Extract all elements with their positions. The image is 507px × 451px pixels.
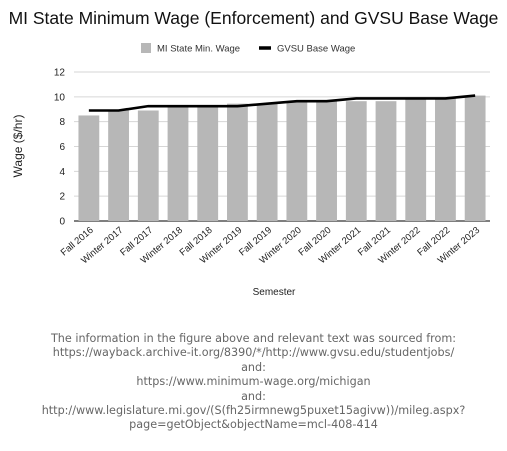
- y-tick-label: 12: [54, 68, 66, 79]
- bar: [376, 101, 397, 221]
- y-tick-label: 2: [59, 192, 65, 203]
- bar: [286, 101, 307, 221]
- y-axis-ticks: 0 2 4 6 8 10 12: [54, 68, 66, 228]
- y-axis-label: Wage ($/hr): [11, 115, 25, 178]
- gridlines: [74, 72, 490, 221]
- source-line: and:: [0, 361, 507, 375]
- bar-series: [78, 96, 485, 221]
- bar: [78, 115, 99, 221]
- source-line: https://www.minimum-wage.org/michigan: [0, 375, 507, 389]
- source-line: page=getObject&objectName=mcl-408-414: [0, 418, 507, 432]
- bar: [346, 101, 367, 221]
- bar: [405, 98, 426, 221]
- bar: [138, 110, 159, 221]
- bar: [435, 98, 456, 221]
- y-tick-label: 6: [59, 142, 65, 153]
- bar: [197, 106, 218, 221]
- bar: [108, 110, 129, 221]
- y-tick-label: 0: [59, 217, 65, 228]
- bar: [168, 106, 189, 221]
- source-line: The information in the figure above and …: [0, 332, 507, 346]
- y-tick-label: 8: [59, 117, 65, 128]
- legend-label-gvsu-wage: GVSU Base Wage: [277, 44, 355, 55]
- legend: MI State Min. Wage GVSU Base Wage: [141, 43, 355, 55]
- y-tick-label: 10: [54, 92, 66, 103]
- source-line: and:: [0, 390, 507, 404]
- bar: [316, 101, 337, 221]
- source-line: https://wayback.archive-it.org/8390/*/ht…: [0, 346, 507, 360]
- bar: [227, 104, 248, 221]
- source-note: The information in the figure above and …: [0, 332, 507, 433]
- legend-swatch-min-wage: [141, 43, 151, 53]
- source-line: http://www.legislature.mi.gov/(S(fh25irm…: [0, 404, 507, 418]
- bar: [257, 104, 278, 221]
- wage-chart: MI State Min. Wage GVSU Base Wage 0 2 4 6 8 10…: [0, 0, 507, 320]
- bar: [465, 96, 486, 221]
- y-tick-label: 4: [59, 167, 65, 178]
- legend-label-min-wage: MI State Min. Wage: [157, 44, 240, 55]
- x-axis-label: Semester: [253, 287, 296, 298]
